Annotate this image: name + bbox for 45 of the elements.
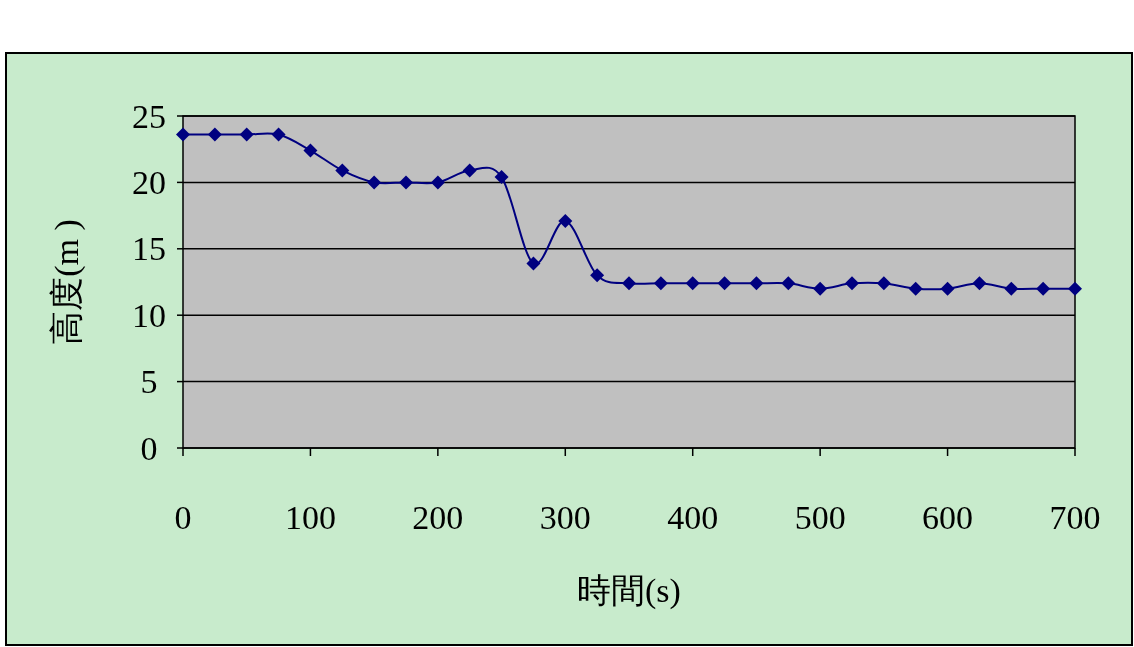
point: [685, 276, 700, 291]
point: [335, 163, 350, 178]
y-tick-label: 15: [132, 230, 166, 268]
point: [1068, 281, 1082, 296]
point: [908, 281, 923, 296]
point: [430, 175, 445, 190]
y-tick-label: 20: [132, 163, 166, 201]
point: [303, 143, 318, 158]
point: [749, 276, 764, 291]
y-axis-title: 高度(m ): [47, 219, 86, 345]
point: [271, 127, 286, 142]
point: [781, 276, 796, 291]
x-tick-label: 700: [1049, 498, 1101, 536]
point: [399, 175, 413, 190]
point: [940, 281, 955, 296]
x-tick-label: 300: [539, 498, 591, 536]
y-tick-label: 10: [132, 296, 166, 334]
x-axis-title: 時間(s): [577, 571, 681, 610]
point: [1036, 281, 1051, 296]
point: [972, 276, 987, 291]
point: [526, 256, 541, 271]
point: [367, 175, 382, 190]
point: [207, 127, 222, 142]
point: [876, 276, 891, 291]
y-tick-label: 0: [140, 429, 158, 467]
point: [176, 127, 190, 142]
point: [813, 281, 828, 296]
x-tick-label: 400: [667, 498, 719, 536]
point: [717, 276, 732, 291]
point: [494, 170, 509, 185]
x-tick-label: 600: [922, 498, 974, 536]
point: [653, 276, 668, 291]
point: [1004, 281, 1019, 296]
x-tick-label: 200: [412, 498, 464, 536]
x-tick-label: 0: [174, 498, 192, 536]
y-tick-label: 5: [140, 363, 158, 401]
point: [558, 213, 573, 228]
point: [239, 127, 254, 142]
point: [622, 276, 636, 291]
point: [462, 163, 477, 178]
point: [590, 268, 605, 283]
x-tick-label: 500: [794, 498, 846, 536]
point: [845, 276, 859, 291]
x-tick-label: 100: [284, 498, 336, 536]
y-tick-label: 25: [132, 97, 166, 135]
